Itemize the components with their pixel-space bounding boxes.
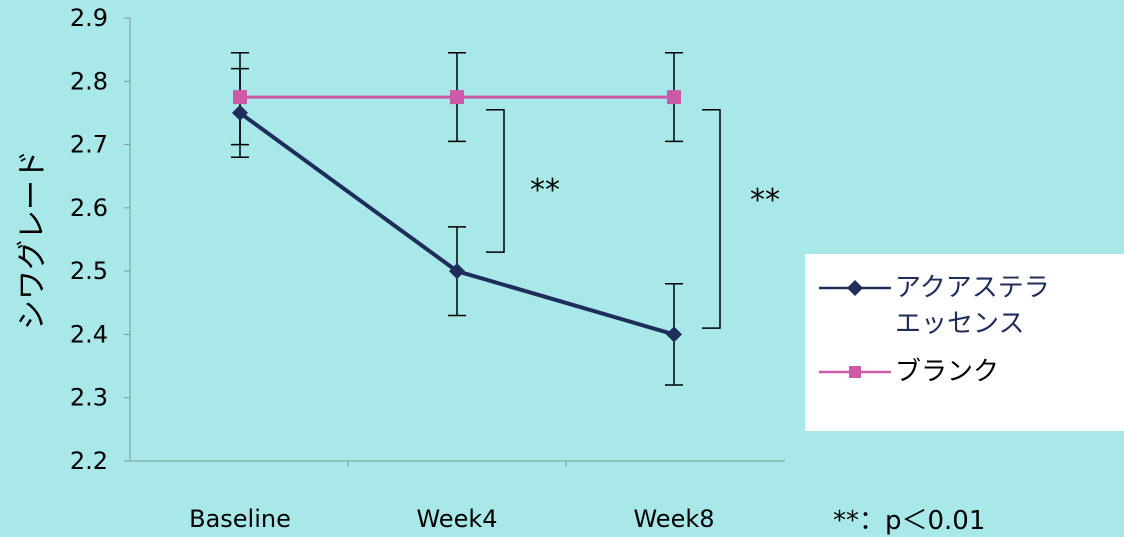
y-tick-label: 2.5 <box>70 257 108 285</box>
significance-footnote: **：p＜0.01 <box>833 506 986 536</box>
significance-bracket <box>702 109 721 329</box>
y-axis-label: シワグレード <box>15 150 50 330</box>
y-tick-label: 2.7 <box>70 131 108 159</box>
legend-label-series-1-line-2: エッセンス <box>895 309 1025 339</box>
y-tick-label: 2.3 <box>70 384 108 412</box>
legend-marker-series-2 <box>819 366 891 378</box>
significance-label: ** <box>530 173 560 208</box>
significance-bracket <box>486 109 505 253</box>
series-1-point <box>449 263 465 280</box>
series-1-point <box>232 104 248 121</box>
legend-label-series-1-line-1: アクアステラ <box>895 273 1050 303</box>
y-tick-label: 2.2 <box>70 447 108 475</box>
series-1-point <box>666 326 682 343</box>
legend-marker-series-1 <box>819 280 891 296</box>
x-tick-label: Baseline <box>189 505 291 533</box>
legend: アクアステラ エッセンス ブランク <box>805 254 1124 431</box>
series-2-point <box>667 90 681 105</box>
y-tick-label: 2.6 <box>70 194 108 222</box>
y-tick-label: 2.8 <box>70 67 108 95</box>
x-tick-label: Week4 <box>416 505 497 533</box>
y-tick-label: 2.9 <box>70 4 108 32</box>
significance-label: ** <box>750 183 780 218</box>
series-2-point <box>233 90 247 105</box>
y-tick-label: 2.4 <box>70 320 108 348</box>
series-2-point <box>450 90 464 105</box>
x-tick-label: Week8 <box>633 505 714 533</box>
legend-label-series-2: ブランク <box>895 357 1000 387</box>
